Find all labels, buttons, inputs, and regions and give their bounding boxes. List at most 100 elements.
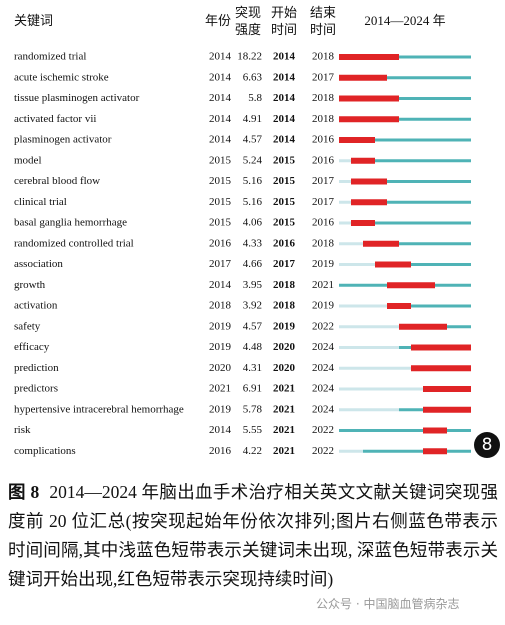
begin: 2021 <box>273 403 295 415</box>
begin: 2014 <box>273 113 296 125</box>
begin: 2014 <box>273 51 296 63</box>
end: 2017 <box>312 196 335 208</box>
year: 2015 <box>209 196 232 208</box>
year: 2014 <box>209 92 232 104</box>
year: 2014 <box>209 279 232 291</box>
end: 2024 <box>312 383 335 395</box>
strength: 4.91 <box>243 113 262 125</box>
absent-band <box>339 180 351 183</box>
year: 2017 <box>209 258 232 270</box>
strength: 3.92 <box>243 300 262 312</box>
header-keyword: 关键词 <box>14 13 53 28</box>
begin: 2018 <box>273 279 296 291</box>
strength: 6.91 <box>243 383 262 395</box>
absent-band <box>339 304 387 308</box>
header-end: 结束 <box>310 5 336 20</box>
year: 2016 <box>209 445 232 457</box>
present-band <box>375 263 471 266</box>
present-band <box>351 221 471 225</box>
strength: 18.22 <box>237 51 262 63</box>
year: 2015 <box>209 217 232 229</box>
year: 2014 <box>209 134 232 146</box>
keyword: activation <box>14 300 58 312</box>
keyword: activated factor vii <box>14 113 96 125</box>
caption: 图 8 2014—2024 年脑出血手术治疗相关英文文献关键词突现强度前 20 位… <box>8 478 498 594</box>
year: 2014 <box>209 71 232 83</box>
watermark: 公众号 · 中国脑血管病杂志 <box>316 597 460 611</box>
strength: 5.16 <box>243 196 263 208</box>
keyword: acute ischemic stroke <box>14 71 109 83</box>
header-range: 2014—2024 年 <box>364 13 445 28</box>
year: 2019 <box>209 341 232 353</box>
begin: 2021 <box>273 383 295 395</box>
begin: 2021 <box>273 445 295 457</box>
year: 2019 <box>209 320 232 332</box>
begin: 2019 <box>273 320 296 332</box>
absent-band <box>339 263 375 266</box>
year: 2019 <box>209 403 232 415</box>
keyword: prediction <box>14 362 59 374</box>
year: 2015 <box>209 175 232 187</box>
present-band <box>351 180 471 183</box>
year: 2021 <box>209 383 231 395</box>
end: 2016 <box>312 217 335 229</box>
burst-band <box>351 199 387 206</box>
keyword: plasminogen activator <box>14 134 112 146</box>
year: 2018 <box>209 300 232 312</box>
absent-band <box>339 346 399 349</box>
strength: 6.63 <box>243 71 263 83</box>
keyword: risk <box>14 424 31 436</box>
burst-band <box>339 74 387 81</box>
present-band <box>351 159 471 163</box>
strength: 5.78 <box>243 403 263 415</box>
absent-band <box>339 159 351 163</box>
strength: 4.48 <box>243 341 263 353</box>
begin: 2015 <box>273 154 296 166</box>
begin: 2014 <box>273 71 296 83</box>
burst-band <box>423 427 447 434</box>
present-band <box>339 97 471 100</box>
present-band <box>351 200 471 204</box>
burst-band <box>351 157 375 164</box>
burst-band <box>399 323 447 330</box>
year: 2020 <box>209 362 232 374</box>
end: 2019 <box>312 258 335 270</box>
badge: 8 <box>474 432 500 458</box>
strength: 4.33 <box>243 237 263 249</box>
present-band <box>363 449 471 453</box>
begin: 2015 <box>273 217 296 229</box>
strength: 4.57 <box>243 320 263 332</box>
end: 2018 <box>312 113 335 125</box>
burst-band <box>339 54 399 60</box>
end: 2017 <box>312 71 335 83</box>
begin: 2015 <box>273 196 296 208</box>
keyword: safety <box>14 320 41 332</box>
present-band <box>339 138 471 142</box>
keyword: randomized trial <box>14 51 86 63</box>
keyword: basal ganglia hemorrhage <box>14 217 127 229</box>
strength: 4.66 <box>243 258 263 270</box>
burst-band <box>387 282 435 289</box>
strength: 5.55 <box>243 424 263 436</box>
keyword: efficacy <box>14 341 50 353</box>
strength: 4.22 <box>243 445 262 457</box>
keyword: complications <box>14 445 76 457</box>
keyword: growth <box>14 279 46 291</box>
end: 2024 <box>312 362 335 374</box>
burst-band <box>351 178 387 185</box>
absent-band <box>339 408 399 412</box>
strength: 5.16 <box>243 175 263 187</box>
end: 2016 <box>312 134 335 146</box>
end: 2022 <box>312 424 334 436</box>
header-strength: 突现 <box>235 5 261 20</box>
burst-band <box>339 116 399 123</box>
begin: 2014 <box>273 92 296 104</box>
end: 2022 <box>312 320 334 332</box>
keyword: association <box>14 258 63 270</box>
present-band <box>339 55 471 59</box>
present-band <box>339 117 471 121</box>
absent-band <box>339 366 411 370</box>
absent-band <box>339 325 399 329</box>
begin: 2015 <box>273 175 296 187</box>
